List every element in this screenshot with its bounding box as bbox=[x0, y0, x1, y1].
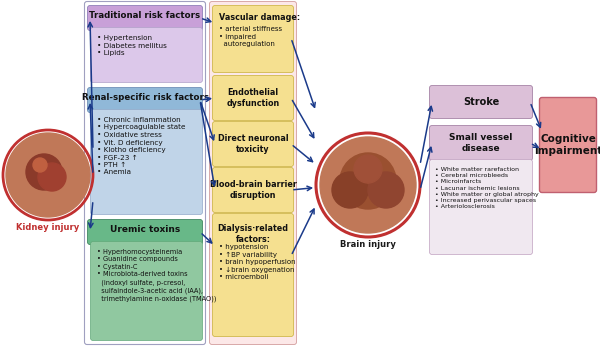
FancyBboxPatch shape bbox=[91, 28, 203, 83]
Text: Direct neuronal
toxicity: Direct neuronal toxicity bbox=[218, 134, 289, 154]
Circle shape bbox=[368, 172, 404, 208]
Circle shape bbox=[26, 154, 62, 190]
FancyBboxPatch shape bbox=[212, 6, 293, 72]
FancyBboxPatch shape bbox=[539, 98, 596, 192]
FancyBboxPatch shape bbox=[430, 126, 533, 161]
Circle shape bbox=[6, 133, 90, 217]
FancyBboxPatch shape bbox=[88, 6, 203, 30]
Text: Vascular damage:: Vascular damage: bbox=[219, 13, 300, 22]
FancyBboxPatch shape bbox=[88, 219, 203, 245]
Text: • Hypertension
• Diabetes mellitus
• Lipids: • Hypertension • Diabetes mellitus • Lip… bbox=[97, 35, 167, 56]
FancyBboxPatch shape bbox=[91, 110, 203, 215]
Circle shape bbox=[320, 137, 416, 233]
FancyBboxPatch shape bbox=[212, 168, 293, 212]
FancyBboxPatch shape bbox=[88, 88, 203, 112]
FancyBboxPatch shape bbox=[212, 76, 293, 120]
Text: Uremic toxins: Uremic toxins bbox=[110, 225, 180, 234]
Text: • White matter rarefaction
• Cerebral microbleeds
• Microinfarcts
• Lacunar isch: • White matter rarefaction • Cerebral mi… bbox=[435, 167, 539, 209]
Text: Traditional risk factors: Traditional risk factors bbox=[89, 11, 200, 20]
Text: Cognitive
impairment: Cognitive impairment bbox=[534, 134, 600, 156]
FancyBboxPatch shape bbox=[91, 241, 203, 341]
Circle shape bbox=[38, 163, 66, 191]
FancyBboxPatch shape bbox=[212, 121, 293, 167]
Text: Blood-brain barrier
disruption: Blood-brain barrier disruption bbox=[209, 180, 296, 200]
Circle shape bbox=[340, 153, 396, 209]
Text: • Hyperhomocysteinemia
• Guanidine compounds
• Cystatin-C
• Microbiota-derived t: • Hyperhomocysteinemia • Guanidine compo… bbox=[97, 249, 217, 301]
FancyBboxPatch shape bbox=[430, 85, 533, 119]
FancyBboxPatch shape bbox=[212, 214, 293, 336]
Text: Endothelial
dysfunction: Endothelial dysfunction bbox=[226, 88, 280, 108]
Text: • Chronic inflammation
• Hypercoagulable state
• Oxidative stress
• Vit. D defic: • Chronic inflammation • Hypercoagulable… bbox=[97, 117, 185, 175]
Circle shape bbox=[332, 172, 368, 208]
Text: Small vessel
disease: Small vessel disease bbox=[449, 133, 512, 153]
Text: Dialysis·related
factors:: Dialysis·related factors: bbox=[218, 224, 289, 244]
Text: Kidney injury: Kidney injury bbox=[16, 223, 80, 232]
Text: Stroke: Stroke bbox=[463, 97, 499, 107]
Circle shape bbox=[354, 155, 382, 183]
Text: Brain injury: Brain injury bbox=[340, 240, 396, 249]
Circle shape bbox=[33, 158, 47, 172]
FancyBboxPatch shape bbox=[209, 1, 296, 344]
Text: • hypotension
• ↑BP variability
• brain hypoperfusion
• ↓brain oxygenation
• mic: • hypotension • ↑BP variability • brain … bbox=[219, 244, 296, 280]
Text: • arterial stiffness
• impaired
  autoregulation: • arterial stiffness • impaired autoregu… bbox=[219, 26, 282, 47]
FancyBboxPatch shape bbox=[430, 160, 533, 254]
Text: Renal-specific risk factors: Renal-specific risk factors bbox=[82, 93, 209, 102]
